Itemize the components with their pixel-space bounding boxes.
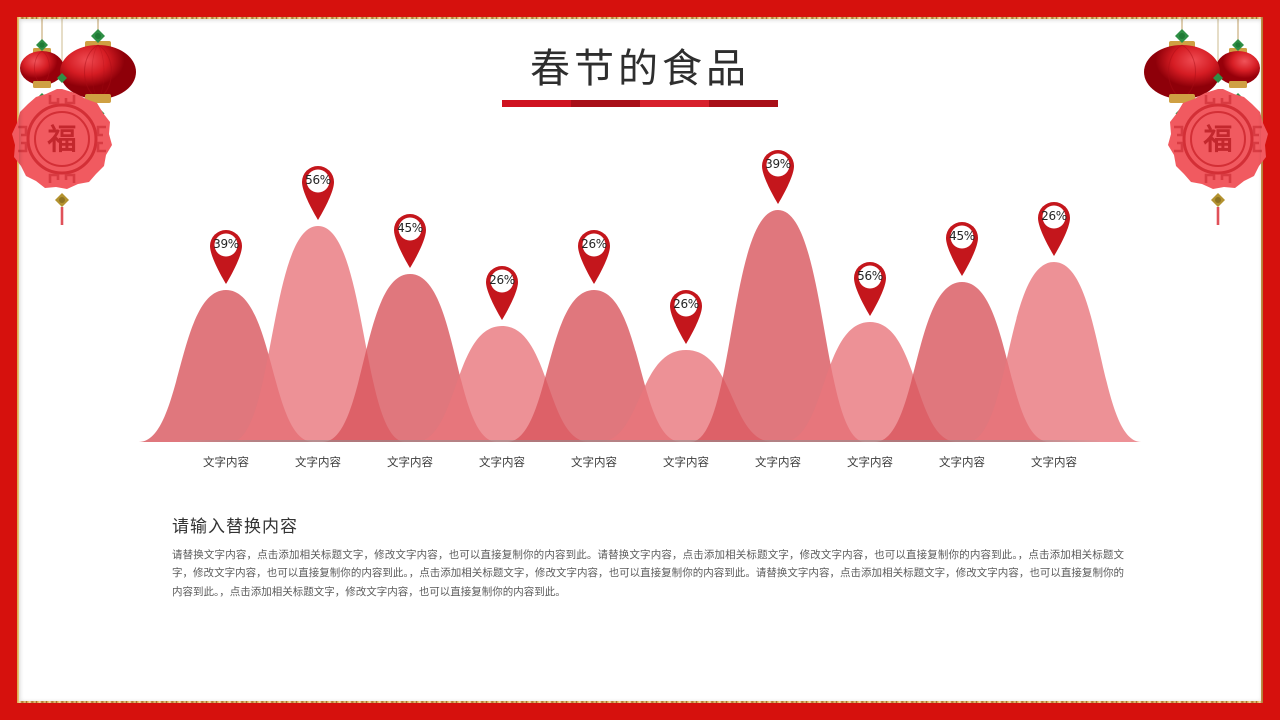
chart-value-pin[interactable]: 26% — [480, 262, 524, 322]
pin-value-text: 26% — [1041, 209, 1067, 223]
chart-value-pin[interactable]: 26% — [1032, 198, 1076, 258]
pin-value-text: 39% — [213, 237, 239, 251]
chart-category-label: 文字内容 — [479, 455, 525, 469]
chart-category-label: 文字内容 — [571, 455, 617, 469]
pin-value-text: 26% — [581, 237, 607, 251]
title-underline-bar — [502, 100, 778, 107]
chart-value-pin[interactable]: 45% — [388, 210, 432, 270]
pin-value-text: 56% — [857, 269, 883, 283]
chart-category-label: 文字内容 — [939, 455, 985, 469]
pin-value-text: 26% — [489, 273, 515, 287]
pin-value-text: 45% — [397, 221, 423, 235]
chart-category-label: 文字内容 — [295, 455, 341, 469]
chart-value-pin[interactable]: 39% — [756, 146, 800, 206]
page-title: 春节的食品 — [530, 46, 750, 92]
description-heading: 请输入替换内容 — [172, 517, 298, 537]
pin-value-text: 45% — [949, 229, 975, 243]
pin-marker-icon — [1038, 202, 1070, 256]
pin-value-text: 39% — [765, 157, 791, 171]
chart-bell-curve — [966, 262, 1142, 442]
pin-marker-icon — [210, 230, 242, 284]
chart-baseline-axis — [180, 440, 1100, 442]
chart-value-pin[interactable]: 39% — [204, 226, 248, 286]
chart-bell-curve — [690, 210, 866, 442]
pin-marker-icon — [578, 230, 610, 284]
pin-value-text: 56% — [305, 173, 331, 187]
chart-value-pin[interactable]: 45% — [940, 218, 984, 278]
chart-category-label: 文字内容 — [387, 455, 433, 469]
pin-marker-icon — [302, 166, 334, 220]
description-block: 请输入替换内容 请替换文字内容，点击添加相关标题文字，修改文字内容，也可以直接复… — [172, 512, 1124, 601]
chart-category-label: 文字内容 — [847, 455, 893, 469]
description-body: 请替换文字内容，点击添加相关标题文字，修改文字内容，也可以直接复制你的内容到此。… — [172, 549, 1124, 598]
chart-category-label: 文字内容 — [755, 455, 801, 469]
pin-marker-icon — [854, 262, 886, 316]
pin-marker-icon — [762, 150, 794, 204]
pin-marker-icon — [946, 222, 978, 276]
pin-value-text: 26% — [673, 297, 699, 311]
bell-curve-chart: 39% 56% 45% 26% 26% 26% 39% 56% 45% 26% 文字内容 文字内容文… — [138, 150, 1142, 480]
pin-marker-icon — [394, 214, 426, 268]
pin-marker-icon — [486, 266, 518, 320]
chart-category-labels: 文字内容 文字内容 文字内容 文字内容 文字内容 文字内容 文字内容 文字内容 文字内容 文字内容 — [180, 454, 1100, 470]
chart-value-pin[interactable]: 56% — [848, 258, 892, 318]
chart-value-pin[interactable]: 56% — [296, 162, 340, 222]
pin-marker-icon — [670, 290, 702, 344]
chart-category-label: 文字内容 — [203, 455, 249, 469]
chart-category-label: 文字内容 — [1031, 455, 1077, 469]
chart-value-pin[interactable]: 26% — [664, 286, 708, 346]
chart-value-pin[interactable]: 26% — [572, 226, 616, 286]
chart-curves — [138, 210, 1142, 442]
page-title-block: 春节的食品 — [0, 44, 1280, 107]
chart-category-label: 文字内容 — [663, 455, 709, 469]
